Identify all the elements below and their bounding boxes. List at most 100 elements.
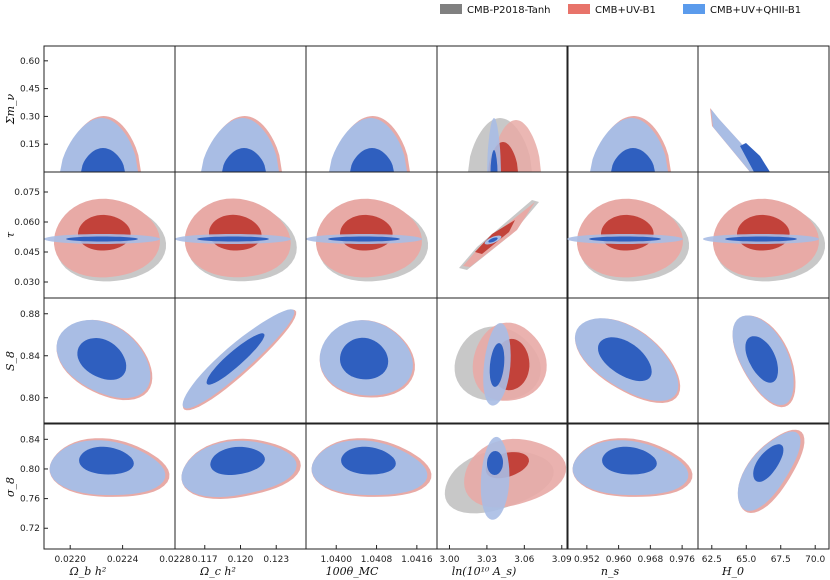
- x-tick-label: 3.09: [552, 555, 572, 565]
- x-tick-label: 0.117: [192, 555, 218, 565]
- x-tick-label: 0.120: [228, 555, 254, 565]
- x-axis-label-theta: 100θ_MC: [326, 565, 379, 578]
- y-tick-label: 0.72: [20, 524, 40, 534]
- x-tick-label: 1.0416: [401, 555, 433, 565]
- blue-inner-contour-66: [598, 337, 652, 382]
- blue-inner-contour-72: [79, 446, 134, 475]
- blue-inner-contour-69: [745, 336, 778, 383]
- blue-inner-contour-16: [611, 148, 655, 172]
- x-tick-label: 0.0224: [107, 555, 139, 565]
- panel-tau-H0: [697, 171, 830, 299]
- panel-sigma8-logA: 3.00 3.03 3.06 3.09: [436, 422, 572, 565]
- x-tick-label: 0.968: [637, 555, 663, 565]
- x-tick-label: 70.0: [805, 555, 825, 565]
- y-tick-label: 0.84: [20, 352, 40, 362]
- panel-frame: [697, 422, 830, 550]
- panel-tau-ombh2: 0.030 0.045 0.060 0.075: [14, 171, 176, 299]
- blue-inner-contour-13: [490, 150, 498, 172]
- panel-S8-theta: [305, 297, 438, 425]
- blue-inner-contour-5: [222, 148, 266, 172]
- y-tick-label: 0.80: [20, 465, 40, 475]
- blue-inner-contour-49: [725, 236, 797, 242]
- blue-inner-contour-39: [488, 237, 498, 243]
- y-tick-label: 0.060: [14, 218, 40, 228]
- x-tick-label: 3.03: [477, 555, 497, 565]
- blue-inner-contour-55: [206, 333, 265, 385]
- x-axis-label-logA: ln(10¹⁰ A_s): [452, 565, 517, 578]
- y-tick-label: 0.045: [14, 248, 40, 258]
- blue-inner-contour-52: [77, 338, 127, 380]
- panel-tau-ns: [566, 171, 699, 299]
- x-tick-label: 0.952: [574, 555, 600, 565]
- panel-frame: [436, 422, 569, 550]
- blue-inner-contour-78: [341, 446, 396, 475]
- legend-swatch-0: [440, 4, 462, 14]
- blue-inner-contour-83: [487, 451, 503, 475]
- blue-inner-contour-34: [328, 236, 400, 242]
- x-axis-label-ombh2: Ω_b h²: [69, 565, 107, 578]
- legend-swatch-2: [683, 4, 705, 14]
- panel-sigma8-H0: 62.5 65.0 67.5 70.0: [697, 422, 830, 565]
- x-tick-label: 0.0228: [159, 555, 191, 565]
- x-tick-label: 67.5: [771, 555, 791, 565]
- blue-inner-contour-19: [740, 143, 770, 172]
- blue-inner-contour-24: [66, 236, 138, 242]
- x-tick-label: 3.06: [514, 555, 534, 565]
- legend-label-0: CMB-P2018-Tanh: [467, 5, 551, 16]
- y-tick-label: 0.075: [14, 188, 40, 198]
- y-tick-label: 0.60: [20, 57, 40, 67]
- y-axis-label-tau: τ: [4, 231, 17, 238]
- x-tick-label: 0.976: [669, 555, 695, 565]
- legend-swatch-1: [568, 4, 590, 14]
- blue-inner-contour-75: [210, 446, 265, 475]
- x-tick-label: 0.960: [606, 555, 632, 565]
- blue-outer-contour-12: [487, 118, 501, 172]
- panel-sigma8-omch2: 0.117 0.120 0.123: [174, 422, 307, 565]
- y-axis-label-sigma8: σ_8: [4, 477, 17, 497]
- blue-inner-contour-44: [589, 236, 661, 242]
- panel-sigma8-theta: 1.0400 1.0408 1.0416: [305, 422, 438, 565]
- y-tick-label: 0.76: [20, 495, 40, 505]
- panel-tau-logA: [436, 171, 569, 299]
- legend-label-2: CMB+UV+QHII-B1: [710, 5, 801, 16]
- panel-tau-theta: [305, 171, 438, 299]
- y-tick-label: 0.84: [20, 435, 40, 445]
- panel-S8-ns: [566, 297, 699, 425]
- panel-S8-logA: [436, 297, 569, 425]
- blue-inner-contour-86: [602, 446, 657, 475]
- panel-mnu-H0: [697, 45, 830, 173]
- blue-inner-contour-29: [197, 236, 269, 242]
- panel-mnu-logA: [436, 45, 569, 173]
- blue-inner-contour-58: [340, 337, 389, 380]
- y-axis-label-mnu: Σm_ν: [4, 93, 17, 125]
- y-tick-label: 0.30: [20, 112, 40, 122]
- x-tick-label: 0.123: [263, 555, 289, 565]
- blue-inner-contour-63: [489, 343, 505, 387]
- panel-S8-omch2: [174, 297, 307, 425]
- panel-mnu-omch2: [174, 45, 307, 173]
- y-tick-label: 0.030: [14, 278, 40, 288]
- legend-label-1: CMB+UV-B1: [595, 5, 656, 16]
- y-tick-label: 0.80: [20, 394, 40, 404]
- panel-tau-omch2: [174, 171, 307, 299]
- y-tick-label: 0.45: [20, 85, 40, 95]
- panel-S8-ombh2: 0.80 0.84 0.88: [20, 297, 176, 425]
- x-tick-label: 3.00: [439, 555, 459, 565]
- y-tick-label: 0.88: [20, 310, 40, 320]
- x-axis-label-H0: H_0: [721, 565, 744, 578]
- x-tick-label: 0.0220: [54, 555, 86, 565]
- y-axis-label-S8: S_8: [4, 351, 17, 371]
- blue-inner-contour-2: [81, 148, 125, 172]
- x-tick-label: 65.0: [736, 555, 756, 565]
- panel-S8-H0: [697, 297, 830, 425]
- x-tick-label: 1.0400: [320, 555, 352, 565]
- blue-inner-contour-8: [350, 148, 394, 172]
- panel-mnu-ns: [566, 45, 699, 173]
- panel-frame: [697, 297, 830, 425]
- panel-mnu-theta: [305, 45, 438, 173]
- y-tick-label: 0.15: [20, 140, 40, 150]
- x-axis-label-ns: n_s: [601, 565, 620, 578]
- x-tick-label: 62.5: [702, 555, 722, 565]
- panel-sigma8-ombh2: 0.72 0.76 0.80 0.84 0.0220 0.0224 0.0228: [20, 422, 191, 565]
